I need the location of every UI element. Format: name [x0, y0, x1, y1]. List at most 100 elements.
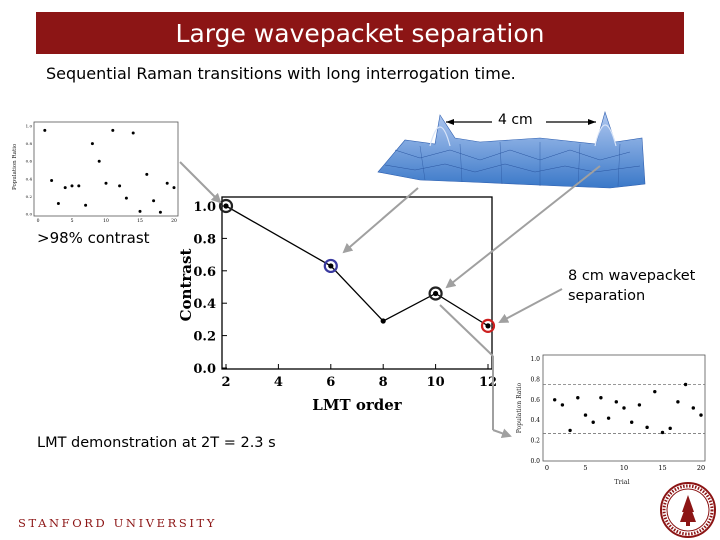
- inset-br-y-tick-label: 0.0: [530, 458, 540, 465]
- inset-br-xlabel: Trial: [614, 478, 629, 486]
- inset-chart-top-left: 0 5 10 15 20 0.0 0.2 0.4 0.6 0.8 1.0 Population Ra…: [12, 121, 179, 224]
- contrast-y-tick-label: 0.2: [193, 330, 216, 345]
- inset-tl-data-point: [118, 184, 122, 188]
- inset-tl-data-point: [90, 142, 94, 146]
- inset-br-x-tick-label: 15: [658, 464, 666, 472]
- highlight-ring: [480, 318, 496, 333]
- inset-tl-data-point: [104, 181, 108, 185]
- contrast-data-point: [328, 263, 334, 269]
- contrast-y-axis-label: Contrast: [177, 249, 195, 322]
- inset-tl-data-point: [165, 181, 169, 185]
- inset-tl-y-tick-label: 0.2: [26, 194, 33, 199]
- inset-br-data-point: [691, 406, 695, 410]
- highlight-ring: [428, 286, 443, 301]
- inset-tl-data-point: [63, 186, 67, 190]
- inset-tl-data-point: [138, 209, 142, 213]
- contrast-chart: 2 4 6 8 10 12 0.0 0.2 0.4 0.6 0.8 1.0 LMT order Con…: [177, 196, 497, 414]
- inset-br-ylabel: Population Ratio: [516, 382, 523, 433]
- contrast-x-tick-label: 4: [274, 375, 283, 390]
- inset-tl-x-tick-label: 15: [137, 218, 143, 224]
- inset-tl-data-point: [70, 184, 74, 188]
- inset-tl-y-tick-label: 0.0: [26, 212, 33, 217]
- inset-br-data-point: [699, 413, 703, 417]
- inset-tl-data-point: [152, 199, 156, 203]
- inset-br-data-point: [614, 400, 618, 404]
- inset-tl-y-tick-label: 0.8: [26, 141, 33, 146]
- wavepacket-surface-plot: [377, 110, 646, 189]
- inset-tl-data-point: [77, 184, 81, 188]
- inset-tl-x-tick-label: 10: [103, 218, 109, 224]
- inset-br-data-point: [630, 420, 634, 424]
- slide-subtitle: Sequential Raman transitions with long i…: [46, 64, 516, 83]
- callout-arrows: [179, 161, 601, 439]
- distance-label: 4 cm: [498, 112, 533, 128]
- inset-br-data-point: [606, 416, 611, 420]
- contrast-x-tick-label: 6: [326, 375, 335, 390]
- inset-tl-y-tick-label: 1.0: [26, 124, 33, 129]
- inset-tl-ylabel: Population Ratio: [12, 143, 18, 190]
- inset-br-data-point: [568, 428, 572, 433]
- contrast-y-tick-label: 0.6: [193, 265, 216, 280]
- contrast-y-tick-label: 0.0: [193, 362, 216, 377]
- inset-tl-y-tick-label: 0.4: [26, 176, 33, 181]
- inset-tl-data-point: [158, 210, 162, 214]
- inset-br-data-point: [645, 425, 649, 430]
- inset-br-data-point: [676, 400, 680, 404]
- inset-br-y-tick-label: 1.0: [530, 356, 540, 363]
- inset-br-data-point: [622, 406, 626, 410]
- inset-br-x-tick-label: 5: [583, 464, 587, 472]
- inset-br-x-tick-label: 0: [545, 464, 549, 472]
- inset-br-data-point: [553, 398, 557, 402]
- inset-br-data-point: [637, 403, 642, 407]
- inset-tl-data-point: [43, 128, 47, 132]
- separation-annotation: 8 cm wavepacket separation: [568, 268, 696, 304]
- inset-tl-data-point: [97, 159, 101, 163]
- demo-annotation: LMT demonstration at 2T = 2.3 s: [37, 435, 276, 451]
- contrast-y-tick-label: 1.0: [193, 200, 216, 215]
- inset-tl-data-point: [145, 172, 149, 176]
- inset-br-data-point: [591, 420, 595, 424]
- contrast-data-point: [433, 290, 439, 297]
- inset-br-y-tick-label: 0.2: [530, 438, 540, 445]
- inset-br-data-point: [576, 396, 580, 400]
- contrast-x-axis-label: LMT order: [312, 396, 402, 414]
- highlight-ring: [218, 198, 234, 214]
- inset-tl-x-tick-label: 5: [71, 218, 74, 224]
- contrast-x-tick-label: 12: [479, 375, 497, 390]
- inset-br-data-point: [560, 403, 565, 407]
- distance-arrow: [446, 119, 596, 125]
- inset-tl-data-point: [124, 196, 128, 200]
- inset-br-y-tick-label: 0.4: [530, 417, 540, 424]
- inset-tl-data-point: [111, 128, 115, 132]
- contrast-annotation: >98% contrast: [37, 229, 150, 247]
- slide-title-bar: Large wavepacket separation: [36, 12, 684, 54]
- inset-tl-y-tick-label: 0.6: [26, 159, 33, 164]
- highlight-ring: [323, 258, 338, 274]
- contrast-x-tick-label: 2: [221, 375, 230, 390]
- inset-br-y-tick-label: 0.8: [530, 376, 540, 383]
- inset-br-data-point: [599, 396, 603, 400]
- inset-tl-x-tick-label: 0: [37, 218, 40, 224]
- inset-br-data-point: [660, 430, 665, 435]
- inset-tl-x-tick-label: 20: [171, 218, 177, 224]
- stanford-seal-logo: [660, 482, 716, 538]
- contrast-data-point: [485, 323, 491, 329]
- inset-tl-data-point: [131, 131, 135, 135]
- inset-br-data-point: [668, 426, 672, 431]
- contrast-data-point: [223, 203, 229, 209]
- inset-br-data-point: [683, 382, 688, 387]
- inset-br-y-tick-label: 0.6: [530, 397, 540, 404]
- inset-br-x-tick-label: 10: [620, 464, 628, 472]
- inset-tl-data-point: [50, 179, 54, 183]
- inset-br-x-tick-label: 20: [697, 464, 705, 472]
- contrast-x-tick-label: 8: [379, 375, 388, 390]
- inset-tl-data-point: [172, 186, 176, 190]
- slide-title: Large wavepacket separation: [175, 18, 545, 48]
- contrast-x-tick-label: 10: [427, 375, 445, 390]
- contrast-y-tick-label: 0.8: [193, 232, 216, 247]
- contrast-y-tick-label: 0.4: [193, 297, 216, 312]
- inset-chart-bottom-right: 0 5 10 15 20 0.0 0.2 0.4 0.6 0.8 1.0 Trial Populat…: [516, 354, 706, 486]
- inset-br-data-point: [653, 389, 657, 394]
- contrast-data-point: [380, 318, 386, 324]
